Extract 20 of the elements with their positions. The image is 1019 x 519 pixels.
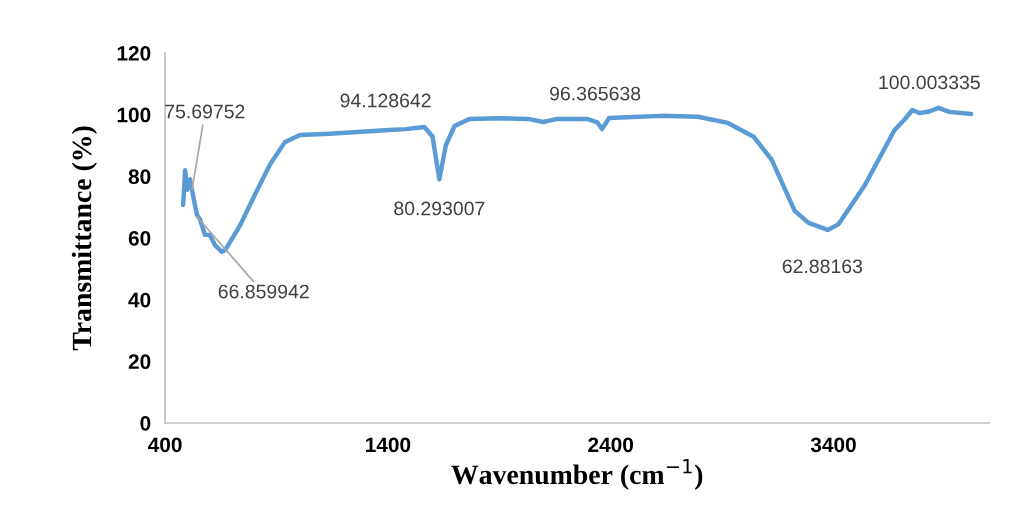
y-tick-label: 120 bbox=[117, 45, 151, 61]
x-tick-label: 3400 bbox=[810, 437, 856, 453]
annotation: 62.88163 bbox=[782, 259, 863, 274]
y-axis-title: Transmittance (%) bbox=[71, 126, 97, 351]
y-tick-label: 60 bbox=[128, 230, 151, 246]
annotation: 66.859942 bbox=[218, 284, 309, 299]
annotation: 100.003335 bbox=[879, 75, 980, 90]
annotation: 75.69752 bbox=[165, 104, 245, 119]
y-tick-label: 20 bbox=[128, 354, 151, 370]
annotation: 80.293007 bbox=[394, 201, 485, 216]
x-axis-title: Wavenumber (cm$^{−1}$) bbox=[451, 459, 703, 490]
x-tick-label: 2400 bbox=[588, 437, 634, 453]
x-tick-label: 1400 bbox=[366, 437, 411, 453]
y-tick-label: 0 bbox=[140, 415, 151, 431]
annotation: 94.128642 bbox=[340, 93, 431, 108]
y-tick-label: 80 bbox=[128, 169, 151, 185]
y-tick-label: 40 bbox=[128, 292, 151, 308]
x-tick-label: 400 bbox=[148, 437, 182, 453]
y-tick-label: 100 bbox=[117, 107, 151, 123]
annotation: 96.365638 bbox=[550, 86, 641, 101]
